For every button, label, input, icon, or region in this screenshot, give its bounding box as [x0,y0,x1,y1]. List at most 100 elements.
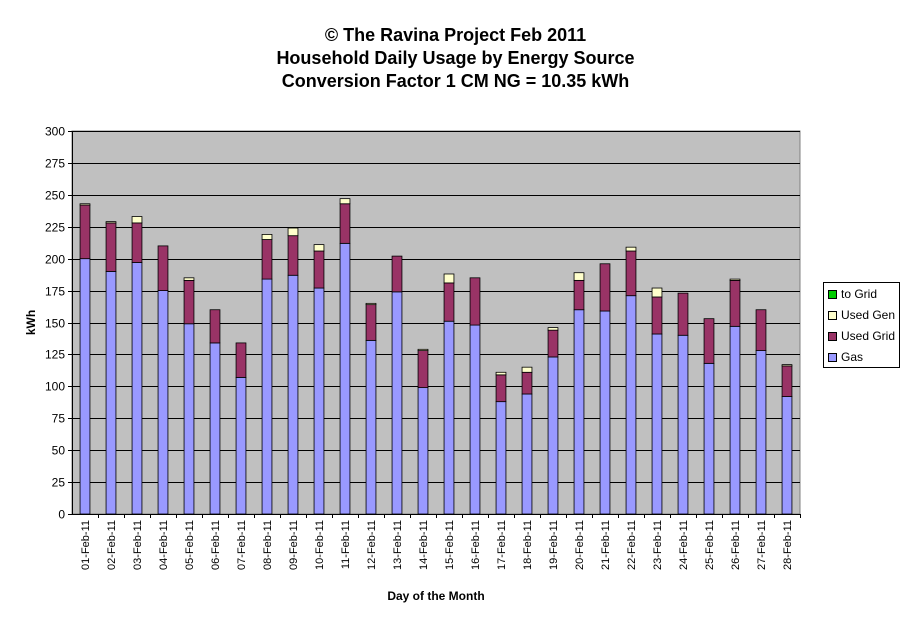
x-axis-title: Day of the Month [387,589,484,603]
bar-gas [573,309,585,515]
legend-swatch-gas [828,352,837,362]
bar-used-gen [547,327,559,331]
bar-used-gen [79,203,91,206]
bar-gas [339,242,351,515]
legend-label-gas: Gas [841,350,864,364]
legend-swatch-used-grid [828,331,837,341]
bar-used-gen [625,246,637,252]
legend-label-used-grid: Used Grid [841,329,896,343]
bar-used-grid [573,279,585,311]
bar-used-gen [417,348,429,351]
bar-gas [651,333,663,515]
bar-used-gen [521,366,533,373]
bar-used-gen [365,302,377,306]
bar-gas [521,393,533,515]
bar-gas [287,274,299,515]
bar-used-gen [105,221,117,224]
y-tick-label: 300 [45,125,65,139]
y-tick-label: 175 [45,285,65,299]
bar-gas [209,342,221,515]
bar-used-gen [339,198,351,205]
bar-gas [469,324,481,515]
legend-item-used-grid: Used Grid [828,328,895,344]
bar-used-grid [703,318,715,364]
bar-used-gen [495,371,507,376]
chart-title-line-3: Conversion Factor 1 CM NG = 10.35 kWh [281,71,630,91]
bar-gas [729,325,741,515]
bar-used-grid [651,296,663,335]
x-tick-label: 20-Feb-11 [574,520,586,570]
x-tick-label: 11-Feb-11 [340,520,352,569]
bar-gas [781,396,793,515]
bar-used-gen [729,278,741,281]
bar-gas [599,310,611,515]
legend-item-to-grid: to Grid [828,286,877,302]
bar-used-grid [391,255,403,293]
y-tick-label: 275 [45,157,65,171]
bar-gas [703,362,715,515]
y-tick-label: 250 [45,189,65,203]
bar-used-gen [781,364,793,367]
bar-gas [157,290,169,515]
bar-used-gen [183,277,195,281]
bar-used-gen [261,234,273,240]
bar-gas [677,334,689,515]
bar-gas [183,323,195,515]
x-tick-label: 17-Feb-11 [496,520,508,570]
bar-used-grid [469,277,481,326]
y-tick-label: 25 [52,476,66,490]
x-tick-label: 25-Feb-11 [704,520,716,570]
y-tick-label: 200 [45,253,65,267]
bar-used-grid [235,342,247,378]
bar-used-grid [677,292,689,336]
bar-gas [755,350,767,515]
bar-used-grid [495,374,507,403]
legend-swatch-used-gen [828,310,837,320]
bar-used-grid [261,239,273,280]
bar-gas [625,295,637,515]
x-tick-label: 06-Feb-11 [210,520,222,570]
x-tick-label: 19-Feb-11 [548,520,560,570]
bar-used-grid [599,263,611,312]
x-tick-label: 27-Feb-11 [756,520,768,570]
y-tick-label: 100 [45,380,65,394]
bar-gas [261,278,273,515]
x-tick-label: 21-Feb-11 [600,520,612,570]
bar-used-grid [209,309,221,344]
x-tick-label: 13-Feb-11 [392,520,404,570]
bar-used-gen [287,227,299,237]
x-tick-label: 03-Feb-11 [132,520,144,570]
x-tick-label: 04-Feb-11 [158,520,170,570]
bar-used-grid [755,309,767,351]
bar-used-grid [729,279,741,327]
bar-used-gen [131,216,143,224]
bar-gas [417,387,429,515]
x-tick-label: 10-Feb-11 [314,520,326,570]
bar-gas [79,258,91,515]
x-tick-label: 23-Feb-11 [652,520,664,570]
x-tick-label: 07-Feb-11 [236,520,248,570]
bar-used-grid [339,203,351,244]
bar-used-grid [781,365,793,397]
x-tick-label: 01-Feb-11 [80,520,92,570]
legend-item-used-gen: Used Gen [828,307,895,323]
bar-gas [365,339,377,515]
y-tick-label: 75 [52,412,66,426]
x-tick-label: 08-Feb-11 [262,520,274,570]
bar-gas [105,271,117,515]
x-tick-label: 16-Feb-11 [470,520,482,570]
bar-used-gen [313,244,325,252]
x-tick-label: 28-Feb-11 [782,520,794,570]
bar-gas [391,291,403,515]
bar-used-grid [79,204,91,260]
bar-gas [131,262,143,515]
bar-used-grid [625,250,637,297]
chart-title-line-1: © The Ravina Project Feb 2011 [324,25,587,45]
legend-item-gas: Gas [828,349,863,365]
bar-used-grid [131,222,143,263]
y-tick-label: 0 [58,508,65,522]
y-tick-label: 150 [45,317,65,331]
chart-title-line-2: Household Daily Usage by Energy Source [276,48,635,68]
x-tick-label: 14-Feb-11 [418,520,430,570]
